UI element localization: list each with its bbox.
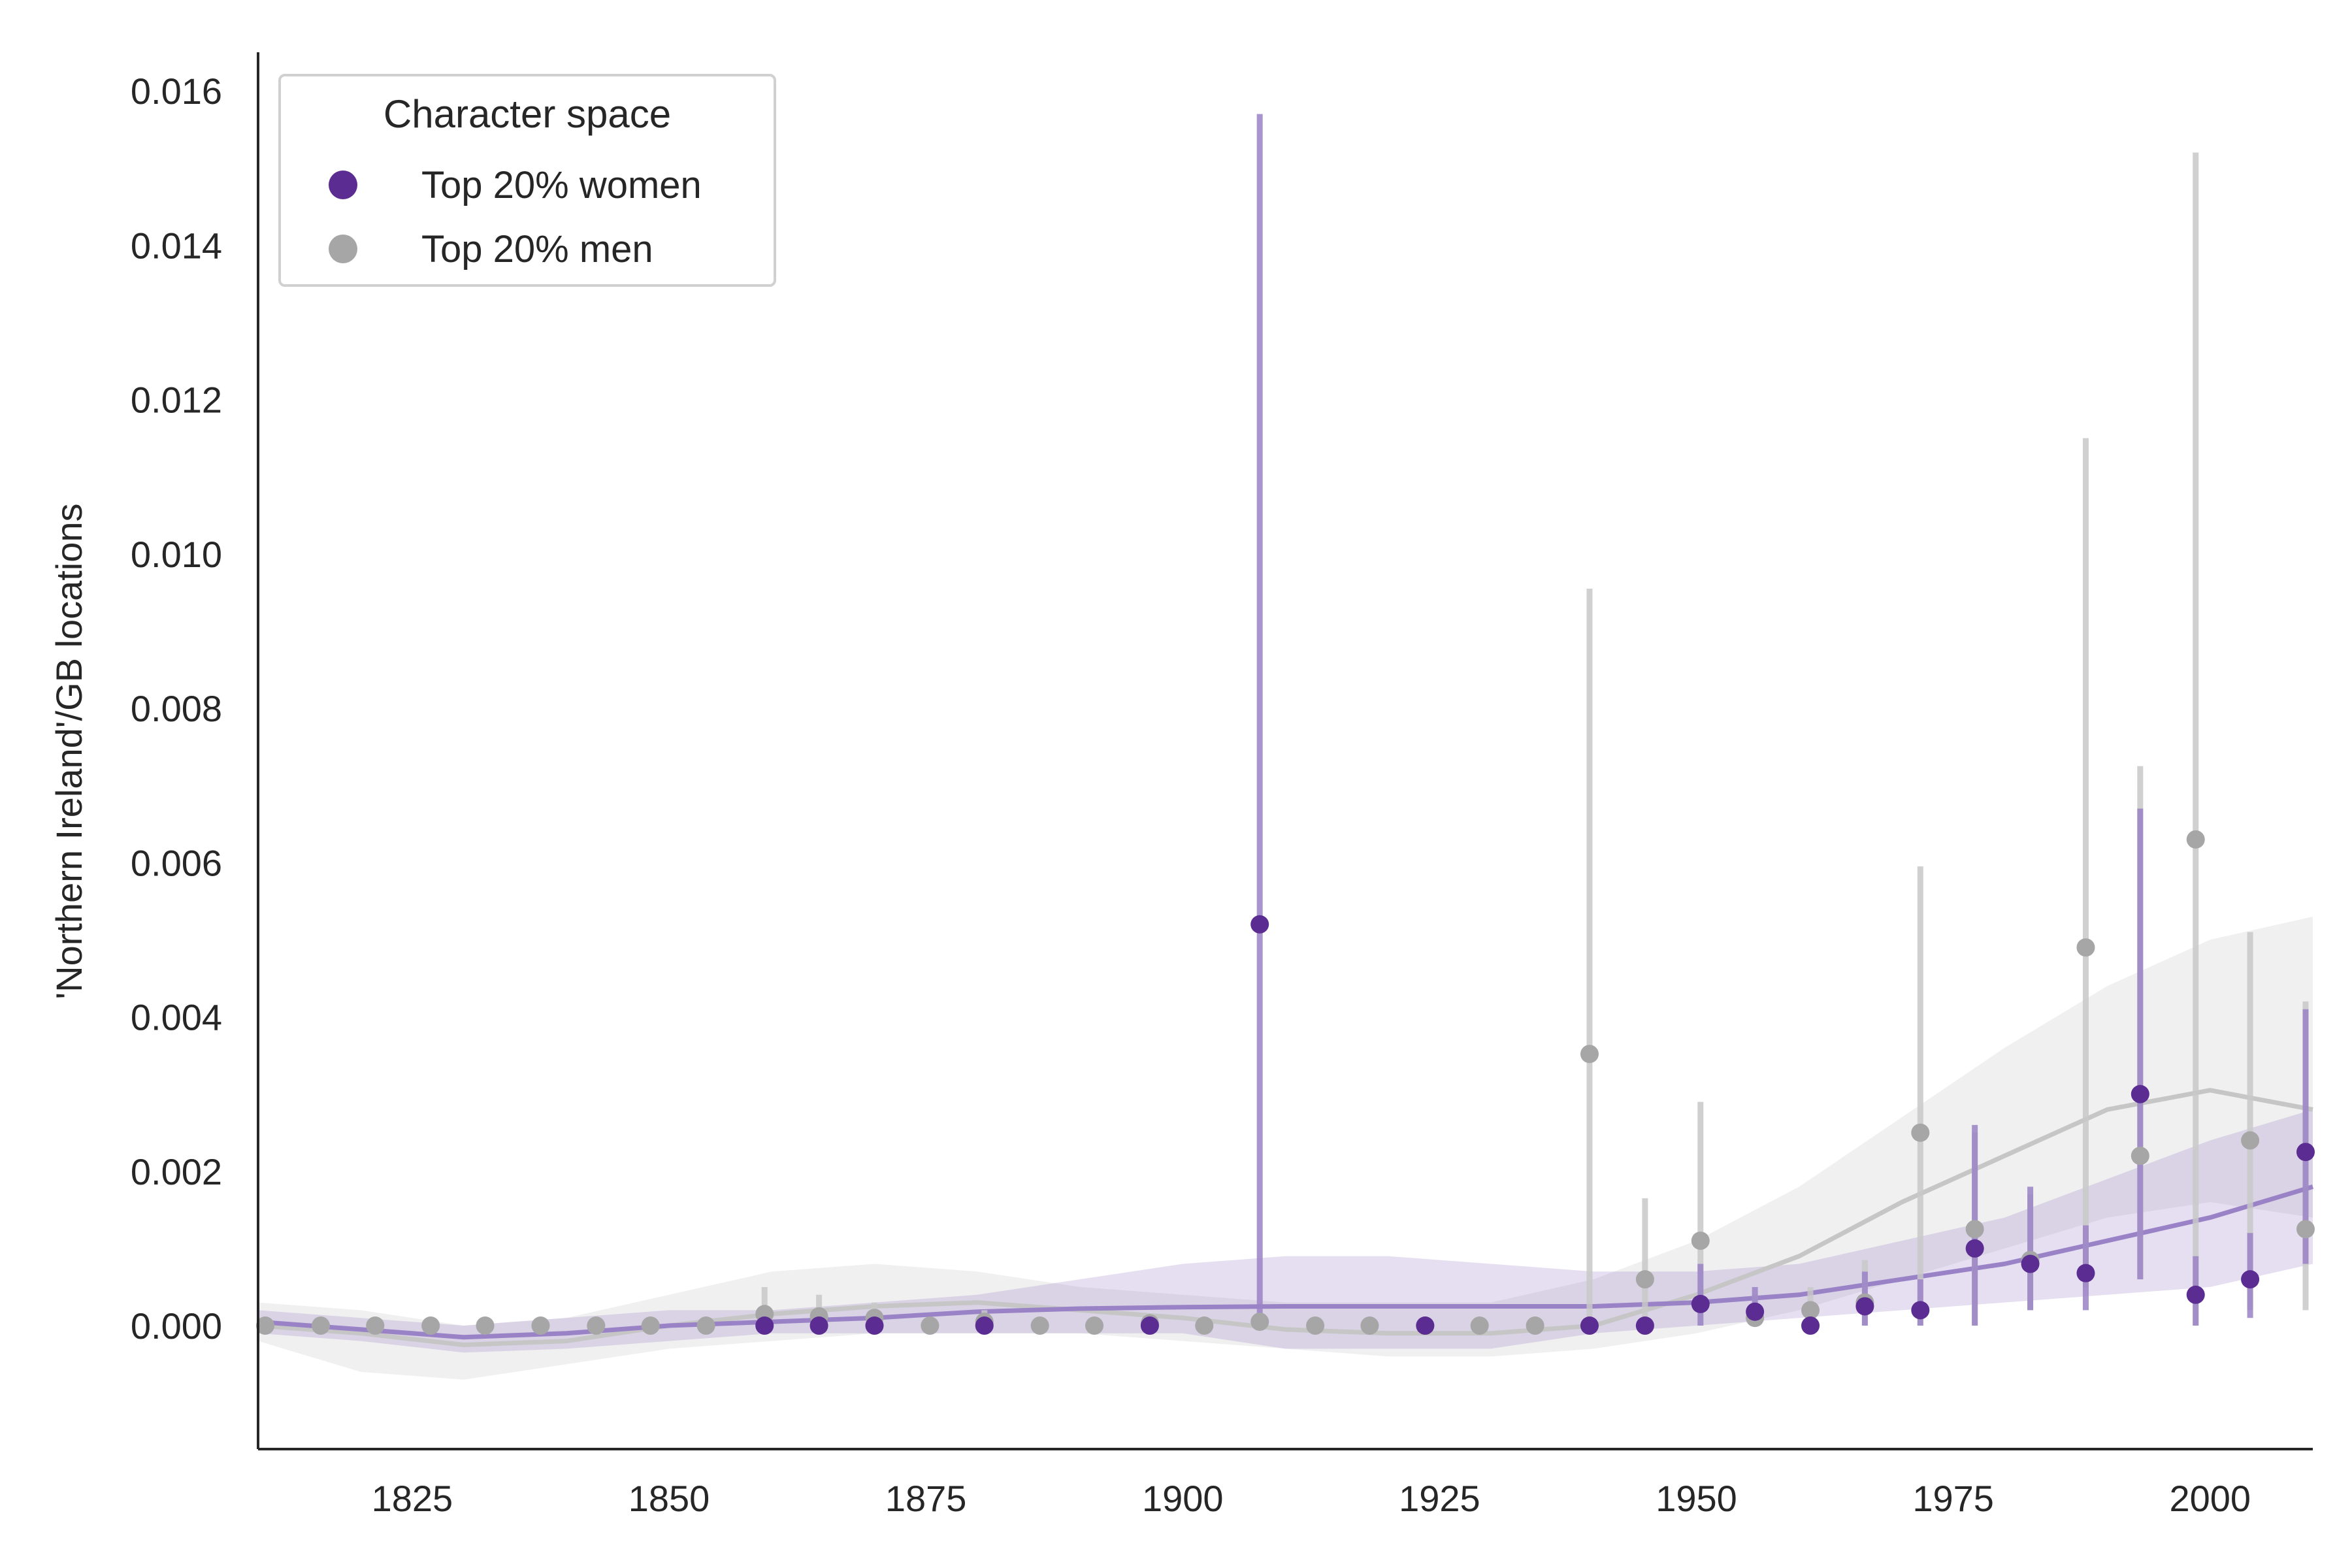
- legend-marker: [329, 235, 357, 263]
- data-point-women: [1635, 1316, 1654, 1335]
- data-point-women: [1855, 1297, 1874, 1316]
- legend-box: [278, 74, 776, 287]
- y-tick-label: 0.014: [131, 225, 222, 266]
- data-point-women: [975, 1316, 994, 1335]
- legend-marker: [329, 171, 357, 199]
- data-point-women: [2241, 1270, 2260, 1289]
- data-point-men: [696, 1316, 715, 1335]
- data-point-women: [1746, 1302, 1765, 1321]
- data-point-men: [1635, 1270, 1654, 1289]
- data-point-men: [311, 1316, 330, 1335]
- data-point-men: [1085, 1316, 1104, 1335]
- data-point-men: [1911, 1123, 1930, 1142]
- data-point-women: [755, 1316, 774, 1335]
- data-point-men: [2186, 830, 2205, 849]
- legend-label: Top 20% women: [421, 164, 702, 206]
- x-tick-label: 1925: [1399, 1478, 1480, 1519]
- data-point-men: [1306, 1316, 1325, 1335]
- trend-line-men: [257, 1088, 2313, 1347]
- data-point-men: [1195, 1316, 1214, 1335]
- legend: Character space Top 20% women Top 20% men: [278, 74, 776, 287]
- data-point-men: [641, 1316, 660, 1335]
- data-point-men: [1526, 1316, 1544, 1335]
- data-point-men: [1580, 1045, 1599, 1064]
- data-point-women: [2296, 1143, 2315, 1162]
- x-tick-label: 1825: [372, 1478, 453, 1519]
- data-point-men: [1470, 1316, 1489, 1335]
- data-point-men: [1360, 1316, 1379, 1335]
- data-point-men: [921, 1316, 939, 1335]
- y-tick-label: 0.000: [131, 1305, 222, 1347]
- data-point-women: [2131, 1085, 2149, 1103]
- data-point-men: [2131, 1147, 2149, 1166]
- data-point-women: [2076, 1264, 2095, 1282]
- y-tick-label: 0.008: [131, 688, 222, 729]
- data-point-men: [587, 1316, 606, 1335]
- data-point-women: [1911, 1301, 1930, 1320]
- data-point-men: [1801, 1301, 1820, 1320]
- x-tick-label: 2000: [2169, 1478, 2251, 1519]
- data-point-women: [1801, 1316, 1820, 1335]
- x-tick-label: 1900: [1142, 1478, 1224, 1519]
- y-tick-label: 0.012: [131, 380, 222, 421]
- confidence-bands: [258, 917, 2313, 1380]
- y-tick-label: 0.006: [131, 842, 222, 883]
- x-tick-label: 1950: [1656, 1478, 1737, 1519]
- data-point-women: [1250, 915, 1269, 934]
- data-point-women: [2186, 1285, 2205, 1304]
- data-point-men: [531, 1316, 550, 1335]
- y-tick-label: 0.010: [131, 534, 222, 575]
- x-tick-label: 1850: [629, 1478, 710, 1519]
- confidence-band-women: [258, 1109, 2313, 1353]
- data-point-men: [476, 1316, 495, 1335]
- data-point-men: [2296, 1220, 2315, 1239]
- data-point-women: [865, 1316, 884, 1335]
- y-tick-label: 0.002: [131, 1151, 222, 1192]
- legend-title: Character space: [384, 92, 671, 136]
- data-point-men: [256, 1316, 275, 1335]
- data-point-women: [809, 1316, 828, 1335]
- y-tick-label: 0.004: [131, 997, 222, 1038]
- data-point-men: [366, 1316, 385, 1335]
- data-points: [256, 830, 2315, 1335]
- data-point-women: [1965, 1239, 1984, 1258]
- data-point-women: [1691, 1294, 1710, 1313]
- y-tick-label: 0.016: [131, 71, 222, 112]
- data-point-women: [1140, 1316, 1159, 1335]
- data-point-women: [2021, 1254, 2040, 1273]
- x-tick-label: 1975: [1912, 1478, 1994, 1519]
- data-point-women: [1416, 1316, 1435, 1335]
- x-tick-label: 1875: [885, 1478, 967, 1519]
- data-point-men: [2241, 1131, 2260, 1150]
- data-point-men: [1030, 1316, 1049, 1335]
- confidence-band-men: [258, 917, 2313, 1380]
- data-point-men: [1250, 1313, 1269, 1331]
- data-point-men: [2076, 938, 2095, 957]
- data-point-men: [1965, 1220, 1984, 1239]
- axes: 0.000 0.002 0.004 0.006 0.008 0.010 0.012 0.014…: [131, 52, 2313, 1519]
- legend-label: Top 20% men: [421, 228, 653, 270]
- data-point-men: [1691, 1232, 1710, 1250]
- data-point-women: [1580, 1316, 1599, 1335]
- data-point-men: [421, 1316, 440, 1335]
- y-axis-label: 'Northern Ireland'/GB locations: [48, 503, 90, 999]
